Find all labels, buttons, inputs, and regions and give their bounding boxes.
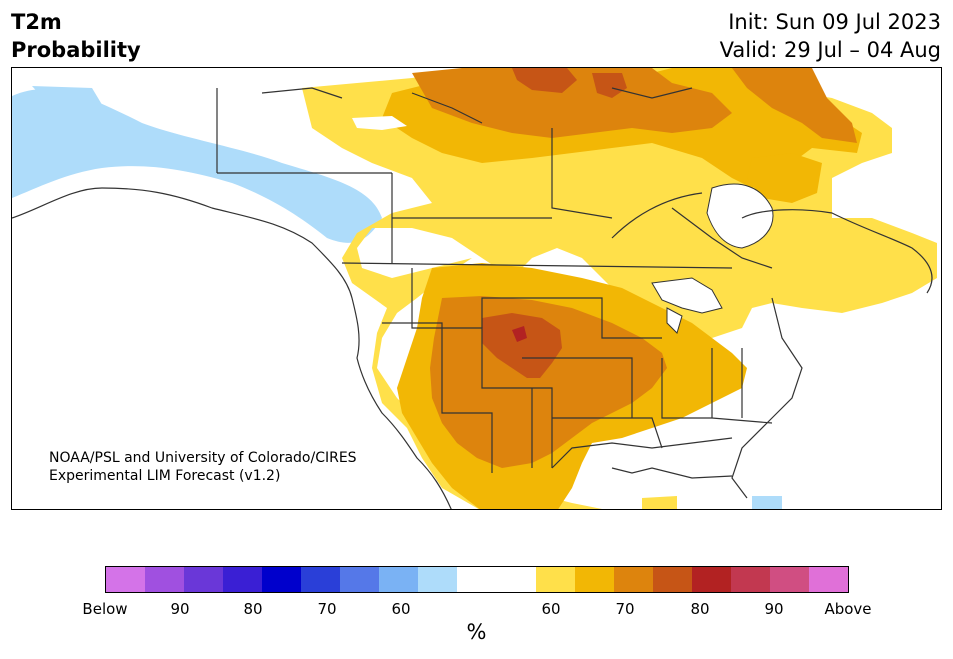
credit-line-1: NOAA/PSL and University of Colorado/CIRE… [49,450,357,466]
below-normal-region [12,86,782,509]
above-normal-75-region [482,68,627,378]
colorbar-segment [145,567,185,592]
colorbar-segment [457,567,497,592]
colorbar-segment [574,567,614,592]
credit-text: NOAA/PSL and University of Colorado/CIRE… [49,449,357,485]
tick-80-below: 80 [243,600,263,618]
tick-70-below: 70 [317,600,337,618]
colorbar-segment [184,567,224,592]
colorbar-ticks: Below 90 80 70 60 60 70 80 90 Above [0,600,953,620]
colorbar-segment [223,567,263,592]
colorbar-segment [769,567,809,592]
tick-70-above: 70 [615,600,635,618]
probability-map [11,67,942,510]
valid-period: Valid: 29 Jul – 04 Aug [719,38,941,62]
map-title: T2m Probability [11,8,141,64]
tick-60-below: 60 [391,600,411,618]
above-normal-80-region [512,326,527,342]
colorbar-segment [496,567,536,592]
north-america-map [12,68,941,509]
colorbar-segment [340,567,380,592]
tick-80-above: 80 [690,600,710,618]
tick-60-above: 60 [541,600,561,618]
forecast-dates: Init: Sun 09 Jul 2023 Valid: 29 Jul – 04… [720,8,941,64]
tick-below: Below [82,600,128,618]
colorbar-segment [379,567,419,592]
title-variable: T2m [11,10,62,34]
coastlines-borders [12,87,933,509]
colorbar-segment [535,567,575,592]
credit-line-2: Experimental LIM Forecast (v1.2) [49,468,281,484]
colorbar-segment [418,567,458,592]
water-bodies [352,116,774,334]
colorbar-segment [262,567,302,592]
colorbar-segment [730,567,770,592]
colorbar-segment [613,567,653,592]
colorbar-segment [808,567,848,592]
tick-90-below: 90 [170,600,190,618]
colorbar [105,566,849,593]
init-date: Init: Sun 09 Jul 2023 [728,10,941,34]
title-subtitle: Probability [11,38,141,62]
tick-above: Above [824,600,872,618]
tick-90-above: 90 [764,600,784,618]
colorbar-segment [106,567,146,592]
colorbar-segment [301,567,341,592]
colorbar-segment [691,567,731,592]
colorbar-unit: % [466,620,487,644]
colorbar-segment [652,567,692,592]
